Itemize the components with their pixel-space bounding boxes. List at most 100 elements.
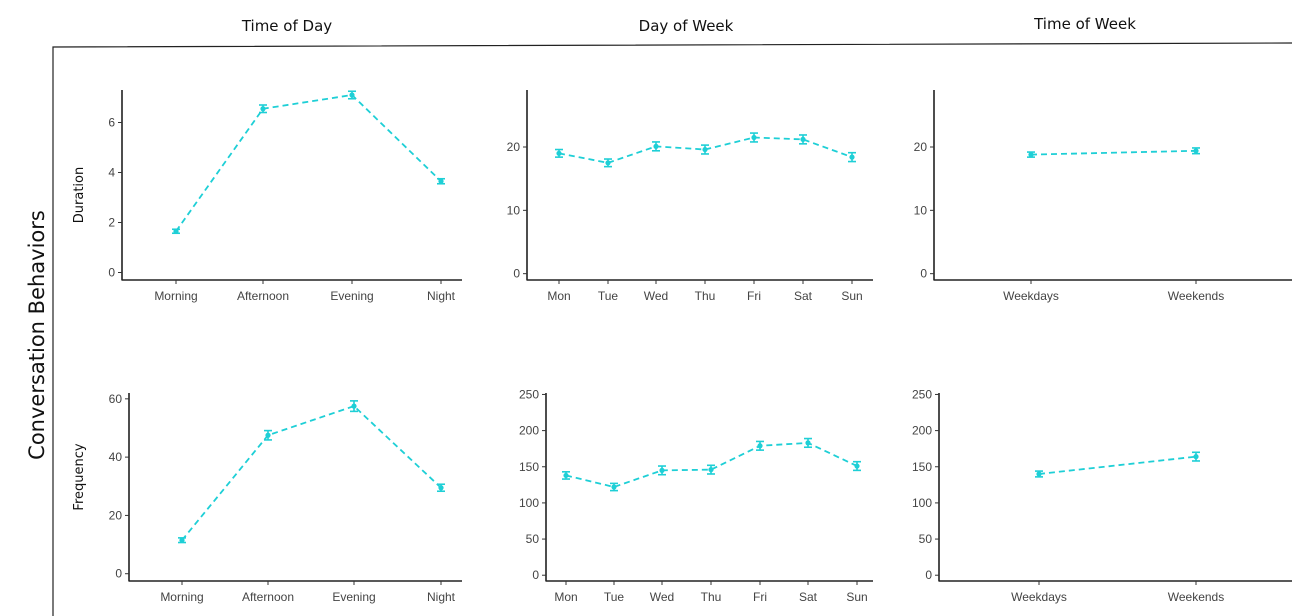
x-tick-label: Sat bbox=[799, 590, 818, 604]
data-point bbox=[652, 141, 660, 152]
x-tick-label: Weekdays bbox=[1003, 289, 1059, 303]
point-marker bbox=[611, 484, 617, 490]
y-tick-label: 0 bbox=[108, 266, 115, 280]
data-point bbox=[350, 400, 358, 413]
data-point bbox=[610, 482, 618, 492]
y-tick-label: 150 bbox=[519, 460, 539, 474]
series-line bbox=[175, 94, 442, 232]
x-tick-label: Evening bbox=[332, 590, 375, 604]
point-marker bbox=[438, 178, 444, 184]
column-title-time-of-week: Time of Week bbox=[1033, 15, 1136, 33]
y-tick-label: 0 bbox=[532, 568, 539, 582]
y-tick-label: 50 bbox=[919, 532, 933, 546]
point-marker bbox=[349, 92, 355, 98]
x-tick-label: Morning bbox=[154, 289, 197, 303]
data-point bbox=[555, 148, 563, 158]
x-tick-label: Thu bbox=[695, 289, 716, 303]
data-point bbox=[853, 460, 861, 472]
point-marker bbox=[800, 136, 806, 142]
column-title-time-of-day: Time of Day bbox=[241, 17, 332, 35]
y-tick-label: 200 bbox=[912, 424, 932, 438]
point-marker bbox=[260, 106, 266, 112]
point-marker bbox=[757, 443, 763, 449]
data-point bbox=[178, 537, 186, 544]
data-point bbox=[437, 483, 445, 493]
y-tick-label: 10 bbox=[507, 203, 521, 217]
point-marker bbox=[605, 160, 611, 166]
y-tick-label: 20 bbox=[507, 140, 521, 154]
row-label-duration: Duration bbox=[72, 167, 87, 223]
data-point bbox=[1192, 451, 1200, 462]
y-tick-label: 60 bbox=[109, 392, 123, 406]
data-point bbox=[1027, 151, 1035, 158]
point-marker bbox=[173, 228, 179, 234]
x-tick-label: Night bbox=[427, 590, 456, 604]
data-point bbox=[707, 464, 715, 475]
point-marker bbox=[351, 403, 357, 409]
point-marker bbox=[849, 154, 855, 160]
y-tick-label: 2 bbox=[108, 216, 115, 230]
data-point bbox=[756, 440, 764, 451]
point-marker bbox=[805, 440, 811, 446]
y-tick-label: 250 bbox=[912, 387, 932, 401]
panel-duration-time-of-week: 0 10 20 Weekdays Weekends bbox=[914, 90, 1292, 303]
data-point bbox=[348, 90, 356, 100]
x-tick-label: Wed bbox=[644, 289, 668, 303]
x-tick-label: Morning bbox=[160, 590, 203, 604]
panel-duration-time-of-day: 0 2 4 6 Morning Afternoon Evening Night bbox=[108, 90, 462, 303]
point-marker bbox=[556, 150, 562, 156]
x-tick-label: Sun bbox=[841, 289, 862, 303]
y-tick-label: 0 bbox=[115, 567, 122, 581]
y-tick-label: 40 bbox=[109, 450, 123, 464]
x-tick-label: Tue bbox=[598, 289, 619, 303]
point-marker bbox=[1193, 454, 1199, 460]
y-tick-label: 0 bbox=[920, 267, 927, 281]
y-tick-label: 100 bbox=[912, 496, 932, 510]
y-tick-label: 0 bbox=[513, 267, 520, 281]
y-tick-label: 20 bbox=[109, 508, 123, 522]
point-marker bbox=[659, 467, 665, 473]
point-marker bbox=[854, 463, 860, 469]
point-marker bbox=[438, 485, 444, 491]
point-marker bbox=[1028, 152, 1034, 158]
x-tick-label: Night bbox=[427, 289, 456, 303]
x-tick-label: Afternoon bbox=[237, 289, 289, 303]
x-tick-label: Wed bbox=[650, 590, 674, 604]
y-tick-label: 20 bbox=[914, 140, 928, 154]
data-point bbox=[264, 429, 272, 441]
y-tick-label: 4 bbox=[108, 166, 115, 180]
data-point bbox=[604, 158, 612, 168]
y-tick-label: 50 bbox=[526, 532, 540, 546]
x-tick-label: Sun bbox=[846, 590, 867, 604]
side-title: Conversation Behaviors bbox=[25, 210, 49, 460]
x-tick-label: Afternoon bbox=[242, 590, 294, 604]
data-point bbox=[848, 151, 856, 163]
y-tick-label: 250 bbox=[519, 387, 539, 401]
x-tick-label: Fri bbox=[753, 590, 767, 604]
point-marker bbox=[708, 467, 714, 473]
data-point bbox=[799, 134, 807, 145]
y-tick-label: 200 bbox=[519, 424, 539, 438]
x-tick-label: Weekends bbox=[1168, 590, 1224, 604]
data-point bbox=[259, 104, 267, 114]
x-tick-label: Fri bbox=[747, 289, 761, 303]
x-tick-label: Weekends bbox=[1168, 289, 1224, 303]
data-point bbox=[1192, 147, 1200, 155]
x-tick-label: Tue bbox=[604, 590, 625, 604]
data-point bbox=[172, 228, 180, 235]
data-point bbox=[701, 144, 709, 155]
data-point bbox=[658, 465, 666, 476]
data-point bbox=[437, 177, 445, 185]
x-tick-label: Thu bbox=[701, 590, 722, 604]
point-marker bbox=[653, 143, 659, 149]
row-label-frequency: Frequency bbox=[72, 443, 87, 510]
point-marker bbox=[179, 537, 185, 543]
series-line bbox=[1038, 455, 1197, 475]
x-tick-label: Weekdays bbox=[1011, 590, 1067, 604]
panel-duration-day-of-week: 0 10 20 Mon Tue Wed Thu Fri Sat Sun bbox=[507, 90, 873, 303]
y-tick-label: 100 bbox=[519, 496, 539, 510]
panel-frequency-time-of-week: 0 50 100 150 200 250 Weekdays Weekends bbox=[912, 387, 1292, 604]
panel-frequency-time-of-day: 0 20 40 60 Morning Afternoon Evening Night bbox=[109, 392, 462, 604]
x-tick-label: Evening bbox=[330, 289, 373, 303]
